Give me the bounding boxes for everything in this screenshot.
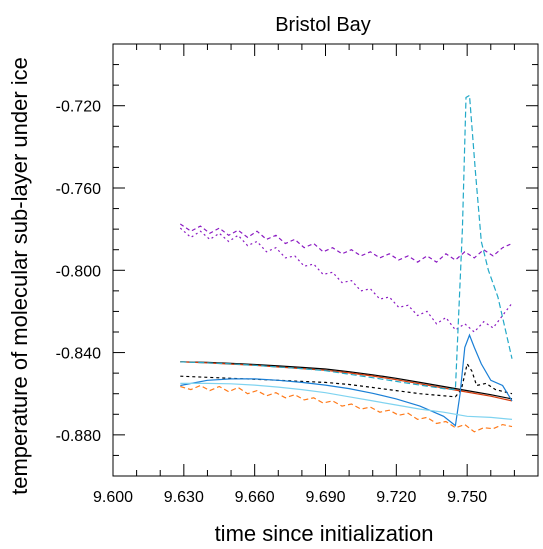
y-tick-label: -0.720 [56,99,101,116]
series-line-3 [180,361,513,400]
x-tick-label: 9.600 [93,489,133,506]
series-line-2 [179,227,513,333]
chart-title: Bristol Bay [275,14,371,36]
series-line-7 [180,94,513,391]
y-axis-label: temperature of molecular sub-layer under… [7,57,32,495]
series-group [179,94,513,433]
y-tick-label: -0.880 [56,428,101,445]
axis-ticks: 9.600 9.630 9.660 9.690 9.720 9.750 -0.720 -0.7… [56,43,539,506]
series-line-6 [180,333,513,427]
y-tick-label: -0.840 [56,346,101,363]
x-tick-label: 9.690 [305,489,345,506]
series-line-1 [179,223,513,263]
y-tick-label: -0.800 [56,263,101,280]
x-axis-label: time since initialization [215,521,434,546]
x-tick-label: 9.630 [164,489,204,506]
series-line-8 [180,382,513,420]
x-tick-label: 9.750 [447,489,487,506]
y-tick-label: -0.760 [56,181,101,198]
plot-frame [112,43,539,477]
x-tick-label: 9.720 [376,489,416,506]
x-tick-label: 9.660 [235,489,275,506]
series-line-9 [180,384,513,433]
